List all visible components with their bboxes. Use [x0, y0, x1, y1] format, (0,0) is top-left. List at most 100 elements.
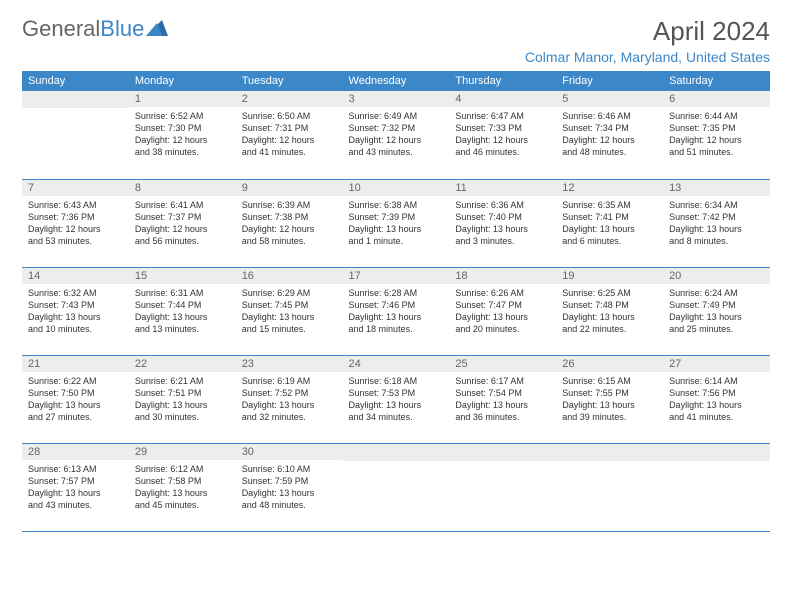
sunrise-text: Sunrise: 6:17 AM: [455, 375, 550, 387]
daylight2-text: and 43 minutes.: [28, 499, 123, 511]
sunset-text: Sunset: 7:56 PM: [669, 387, 764, 399]
calendar-cell: 9Sunrise: 6:39 AMSunset: 7:38 PMDaylight…: [236, 179, 343, 267]
daylight2-text: and 39 minutes.: [562, 411, 657, 423]
sunset-text: Sunset: 7:36 PM: [28, 211, 123, 223]
daylight2-text: and 56 minutes.: [135, 235, 230, 247]
day-number: 19: [556, 268, 663, 284]
day-body: Sunrise: 6:32 AMSunset: 7:43 PMDaylight:…: [22, 284, 129, 339]
sunset-text: Sunset: 7:42 PM: [669, 211, 764, 223]
calendar-cell: 11Sunrise: 6:36 AMSunset: 7:40 PMDayligh…: [449, 179, 556, 267]
header: GeneralBlue April 2024 Colmar Manor, Mar…: [22, 16, 770, 65]
calendar-cell: 12Sunrise: 6:35 AMSunset: 7:41 PMDayligh…: [556, 179, 663, 267]
sunset-text: Sunset: 7:50 PM: [28, 387, 123, 399]
daylight1-text: Daylight: 13 hours: [349, 399, 444, 411]
sunrise-text: Sunrise: 6:12 AM: [135, 463, 230, 475]
daylight2-text: and 30 minutes.: [135, 411, 230, 423]
daylight2-text: and 58 minutes.: [242, 235, 337, 247]
sunset-text: Sunset: 7:38 PM: [242, 211, 337, 223]
calendar-cell: 13Sunrise: 6:34 AMSunset: 7:42 PMDayligh…: [663, 179, 770, 267]
daylight2-text: and 53 minutes.: [28, 235, 123, 247]
daylight1-text: Daylight: 12 hours: [562, 134, 657, 146]
calendar-cell: [663, 443, 770, 531]
daylight1-text: Daylight: 12 hours: [28, 223, 123, 235]
day-number: 30: [236, 444, 343, 460]
sunrise-text: Sunrise: 6:52 AM: [135, 110, 230, 122]
day-number: 8: [129, 180, 236, 196]
daylight1-text: Daylight: 13 hours: [28, 399, 123, 411]
daylight1-text: Daylight: 12 hours: [242, 134, 337, 146]
sunset-text: Sunset: 7:52 PM: [242, 387, 337, 399]
sunrise-text: Sunrise: 6:13 AM: [28, 463, 123, 475]
daylight1-text: Daylight: 13 hours: [669, 399, 764, 411]
sunrise-text: Sunrise: 6:22 AM: [28, 375, 123, 387]
sunrise-text: Sunrise: 6:35 AM: [562, 199, 657, 211]
sunset-text: Sunset: 7:43 PM: [28, 299, 123, 311]
day-number: 15: [129, 268, 236, 284]
daylight2-text: and 15 minutes.: [242, 323, 337, 335]
daylight1-text: Daylight: 13 hours: [669, 311, 764, 323]
sunrise-text: Sunrise: 6:32 AM: [28, 287, 123, 299]
sunset-text: Sunset: 7:57 PM: [28, 475, 123, 487]
daylight1-text: Daylight: 13 hours: [562, 399, 657, 411]
sunrise-text: Sunrise: 6:10 AM: [242, 463, 337, 475]
daylight1-text: Daylight: 13 hours: [455, 311, 550, 323]
daylight2-text: and 38 minutes.: [135, 146, 230, 158]
daylight1-text: Daylight: 13 hours: [455, 399, 550, 411]
calendar-cell: 2Sunrise: 6:50 AMSunset: 7:31 PMDaylight…: [236, 91, 343, 179]
day-number: [22, 91, 129, 108]
sunset-text: Sunset: 7:59 PM: [242, 475, 337, 487]
calendar-cell: 1Sunrise: 6:52 AMSunset: 7:30 PMDaylight…: [129, 91, 236, 179]
day-body: Sunrise: 6:47 AMSunset: 7:33 PMDaylight:…: [449, 107, 556, 162]
day-number: 5: [556, 91, 663, 107]
sunset-text: Sunset: 7:39 PM: [349, 211, 444, 223]
day-body: Sunrise: 6:19 AMSunset: 7:52 PMDaylight:…: [236, 372, 343, 427]
daylight1-text: Daylight: 12 hours: [135, 134, 230, 146]
logo-text-blue: Blue: [100, 16, 144, 42]
day-body: Sunrise: 6:26 AMSunset: 7:47 PMDaylight:…: [449, 284, 556, 339]
daylight1-text: Daylight: 12 hours: [242, 223, 337, 235]
day-number: [343, 444, 450, 461]
day-number: 27: [663, 356, 770, 372]
sunrise-text: Sunrise: 6:18 AM: [349, 375, 444, 387]
day-number: 1: [129, 91, 236, 107]
daylight1-text: Daylight: 13 hours: [562, 223, 657, 235]
daylight1-text: Daylight: 13 hours: [349, 223, 444, 235]
weekday-header: Friday: [556, 71, 663, 91]
logo-text-general: General: [22, 16, 100, 42]
day-body: Sunrise: 6:35 AMSunset: 7:41 PMDaylight:…: [556, 196, 663, 251]
calendar-cell: 10Sunrise: 6:38 AMSunset: 7:39 PMDayligh…: [343, 179, 450, 267]
day-body: Sunrise: 6:18 AMSunset: 7:53 PMDaylight:…: [343, 372, 450, 427]
sunrise-text: Sunrise: 6:38 AM: [349, 199, 444, 211]
calendar-cell: 24Sunrise: 6:18 AMSunset: 7:53 PMDayligh…: [343, 355, 450, 443]
sunset-text: Sunset: 7:33 PM: [455, 122, 550, 134]
calendar-cell: 23Sunrise: 6:19 AMSunset: 7:52 PMDayligh…: [236, 355, 343, 443]
daylight2-text: and 22 minutes.: [562, 323, 657, 335]
sunrise-text: Sunrise: 6:26 AM: [455, 287, 550, 299]
daylight2-text: and 48 minutes.: [562, 146, 657, 158]
daylight1-text: Daylight: 13 hours: [242, 399, 337, 411]
day-number: 17: [343, 268, 450, 284]
sunset-text: Sunset: 7:40 PM: [455, 211, 550, 223]
day-number: 18: [449, 268, 556, 284]
sunrise-text: Sunrise: 6:36 AM: [455, 199, 550, 211]
logo: GeneralBlue: [22, 16, 168, 42]
day-body: Sunrise: 6:24 AMSunset: 7:49 PMDaylight:…: [663, 284, 770, 339]
daylight1-text: Daylight: 12 hours: [135, 223, 230, 235]
daylight1-text: Daylight: 12 hours: [455, 134, 550, 146]
weekday-header: Saturday: [663, 71, 770, 91]
day-body: Sunrise: 6:49 AMSunset: 7:32 PMDaylight:…: [343, 107, 450, 162]
day-body: Sunrise: 6:10 AMSunset: 7:59 PMDaylight:…: [236, 460, 343, 515]
sunrise-text: Sunrise: 6:47 AM: [455, 110, 550, 122]
daylight1-text: Daylight: 13 hours: [135, 399, 230, 411]
weekday-header: Thursday: [449, 71, 556, 91]
daylight1-text: Daylight: 13 hours: [242, 311, 337, 323]
sunrise-text: Sunrise: 6:19 AM: [242, 375, 337, 387]
sunset-text: Sunset: 7:32 PM: [349, 122, 444, 134]
title-block: April 2024 Colmar Manor, Maryland, Unite…: [525, 16, 770, 65]
day-body: Sunrise: 6:43 AMSunset: 7:36 PMDaylight:…: [22, 196, 129, 251]
sunrise-text: Sunrise: 6:39 AM: [242, 199, 337, 211]
day-number: 2: [236, 91, 343, 107]
calendar-week-row: 28Sunrise: 6:13 AMSunset: 7:57 PMDayligh…: [22, 443, 770, 531]
sunset-text: Sunset: 7:48 PM: [562, 299, 657, 311]
calendar-week-row: 21Sunrise: 6:22 AMSunset: 7:50 PMDayligh…: [22, 355, 770, 443]
